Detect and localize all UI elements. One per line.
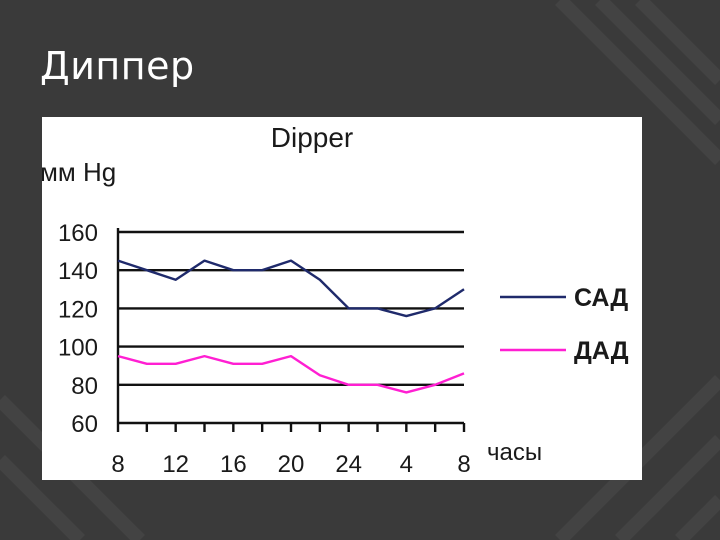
y-tick-label: 100 <box>58 335 98 362</box>
x-tick-label: 16 <box>220 451 247 478</box>
chart-panel: Dipper мм Hg 60 80 100 120 140 160 8 12 16 20 24 4… <box>42 117 642 480</box>
series-line <box>117 354 465 394</box>
x-axis-label: часы <box>487 439 542 466</box>
y-tick-labels: 60 80 100 120 140 160 <box>58 220 98 438</box>
gridlines <box>116 228 464 425</box>
x-tick-label: 12 <box>162 451 189 478</box>
legend: САД ДАД <box>500 284 629 365</box>
y-tick-label: 80 <box>71 373 98 400</box>
x-tick-label: 8 <box>457 451 470 478</box>
x-tick-label: 20 <box>278 451 305 478</box>
y-tick-label: 160 <box>58 220 98 247</box>
y-axis-label: мм Hg <box>42 157 116 187</box>
y-tick-label: 120 <box>58 296 98 323</box>
x-tick-label: 24 <box>335 451 362 478</box>
x-tick-label: 8 <box>111 451 124 478</box>
x-tick-marks <box>116 423 466 432</box>
slide-title: Диппер <box>40 44 195 88</box>
line-chart: Dipper мм Hg 60 80 100 120 140 160 8 12 16 20 24 4… <box>42 122 629 478</box>
legend-label: САД <box>574 284 628 312</box>
series-line <box>117 259 465 318</box>
series-lines <box>117 259 465 394</box>
x-tick-labels: 8 12 16 20 24 4 8 <box>111 451 470 478</box>
chart-title: Dipper <box>271 122 353 153</box>
y-tick-label: 140 <box>58 258 98 285</box>
legend-label: ДАД <box>574 337 629 365</box>
y-tick-label: 60 <box>71 411 98 438</box>
x-tick-label: 4 <box>400 451 413 478</box>
